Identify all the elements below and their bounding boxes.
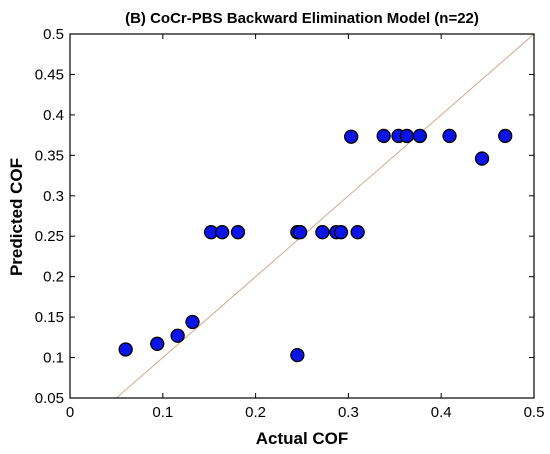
data-point [315,225,330,240]
data-point [474,151,490,166]
axes-box [69,33,535,399]
x-tick-label: 0.2 [245,404,266,421]
data-point [399,128,415,144]
data-point [350,225,365,240]
x-axis-label: Actual COF [256,429,349,448]
data-point [442,128,457,144]
y-axis-label: Predicted COF [7,158,26,276]
data-point [118,342,133,357]
x-tick-label: 0.1 [152,404,173,421]
data-point [290,347,305,363]
y-tick-label: 0.15 [35,309,64,326]
y-tick-label: 0.2 [43,269,64,286]
plot-area: 0 0.1 0.2 0.3 0.4 0.5 0.05 0.1 0.15 0.2 0.25 0.3 0.3… [35,26,545,421]
y-tick-label: 0.25 [35,228,64,245]
data-point [185,314,200,330]
x-tick-label: 0 [66,404,74,421]
x-tick-label: 0.5 [524,404,545,421]
y-tick-label: 0.5 [43,26,64,43]
x-tick-label: 0.4 [431,404,452,421]
y-tick-label: 0.45 [35,66,64,83]
data-point [230,225,246,240]
data-point [376,128,391,144]
data-point [215,225,230,240]
x-tick-label: 0.3 [338,404,359,421]
y-tick-label: 0.1 [43,350,64,367]
data-point [344,129,359,144]
data-point [170,328,185,343]
chart-title: (B) CoCr-PBS Backward Elimination Model … [125,10,479,27]
y-tick-label: 0.05 [35,390,64,407]
y-tick-label: 0.4 [43,107,64,124]
data-point [498,128,513,144]
data-point [333,225,349,240]
reference-line [116,33,535,399]
data-point [150,336,165,351]
data-point [292,225,308,240]
data-point [412,128,428,144]
y-tick-label: 0.3 [43,188,64,205]
y-tick-label: 0.35 [35,147,64,164]
